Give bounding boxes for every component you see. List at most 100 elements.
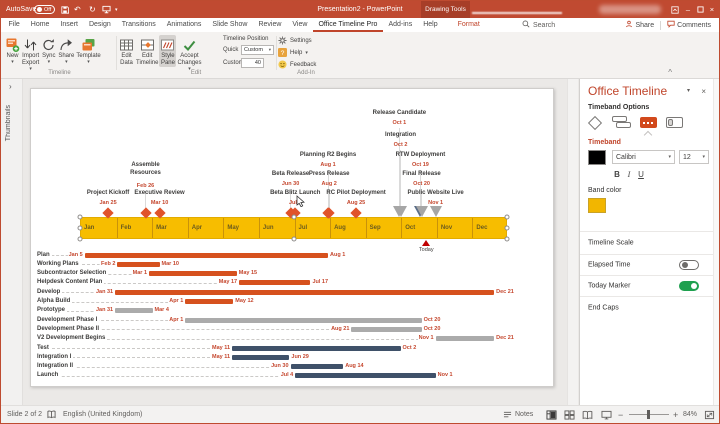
zoom-slider-thumb[interactable] [647,410,650,419]
task-label-working-plans[interactable]: Working Plans [37,260,81,268]
italic-button[interactable]: I [627,170,631,179]
milestone-date-beta-release[interactable]: Jun 30 [281,181,300,187]
edit-data-button[interactable]: Edit Data [118,35,135,67]
task-bar-helpdesk-content-plan[interactable] [239,280,311,286]
task-bar-test[interactable] [232,345,401,351]
task-bar-integration-i[interactable] [232,354,290,360]
fit-slide-button[interactable] [704,406,715,423]
save-icon[interactable] [61,1,69,18]
selection-handle[interactable] [291,214,296,220]
selection-handle[interactable] [291,236,296,242]
collapse-ribbon-icon[interactable]: ^ [668,68,672,77]
slide-vertical-scrollbar[interactable] [567,79,578,405]
milestone-shape-icon[interactable] [587,115,603,131]
milestone-label-assemble-resources[interactable]: Resources [130,169,161,176]
milestone-date-release-candidate[interactable]: Oct 1 [392,120,407,126]
accept-changes-button[interactable]: Accept Changes ▾ [176,35,202,72]
task-label-test[interactable]: Test [37,344,51,352]
tab-file[interactable]: File [8,21,20,28]
task-bar-alpha-build[interactable] [185,299,234,304]
milestone-label-planning-r2-begins[interactable]: Planning R2 Begins [299,152,357,158]
milestone-date-integration[interactable]: Oct 2 [393,142,408,148]
start-presentation-icon[interactable] [102,1,111,18]
custom-position-input[interactable]: 40 [241,58,264,68]
milestone-label-integration[interactable]: Integration [385,132,417,138]
elapsed-time-toggle[interactable] [679,260,699,270]
interval-shape-icon[interactable] [666,117,683,128]
task-label-subcontractor-selection[interactable]: Subcontractor Selection [37,270,109,278]
search-box[interactable]: Search [522,18,555,32]
thumbnails-pane-collapsed[interactable]: › Thumbnails [1,79,23,405]
task-bar-working-plans[interactable] [117,261,160,267]
tab-transitions[interactable]: Transitions [121,21,156,28]
customize-qat-icon[interactable]: ▾ [115,6,118,13]
share-button[interactable]: Share ▾ [57,35,75,65]
task-bar-prototype[interactable] [115,308,153,314]
bold-button[interactable]: B [614,170,620,179]
task-label-helpdesk-content-plan[interactable]: Helpdesk Content Plan [37,279,105,287]
style-pane-button[interactable]: Style Pane [159,35,177,67]
task-label-development-phase-i[interactable]: Development Phase I [37,316,100,324]
section-timeline-scale[interactable]: Timeline Scale [580,231,713,254]
milestone-date-rc-pilot-deployment[interactable]: Aug 25 [346,200,366,206]
zoom-level[interactable]: 84% [683,411,698,418]
pane-scrollbar[interactable] [713,79,719,405]
tab-view[interactable]: View [292,21,308,28]
minimize-button[interactable]: – [685,5,691,14]
tab-home[interactable]: Home [30,21,50,28]
zoom-in-button[interactable]: + [673,409,679,420]
task-bar-development-phase-ii[interactable] [351,326,422,332]
tab-help[interactable]: Help [423,21,438,28]
milestone-label-rtw-deployment[interactable]: RTW Deployment [395,152,446,158]
tab-office-timeline-pro[interactable]: Office Timeline Pro [313,18,383,32]
milestone-date-rtw-deployment[interactable]: Oct 19 [412,162,429,168]
close-button[interactable]: × [709,5,715,14]
milestone-date-executive-review[interactable]: Mar 10 [150,200,169,206]
selection-handle[interactable] [77,236,83,242]
task-bar-develop[interactable] [115,289,495,295]
slide-number-indicator[interactable]: Slide 2 of 2 [7,411,43,418]
milestone-date-project-kickoff[interactable]: Jan 25 [99,200,117,206]
milestone-label-executive-review[interactable]: Executive Review [134,190,185,196]
milestone-label-press-release[interactable]: Press Release [308,171,350,177]
tab-review[interactable]: Review [258,21,282,28]
selection-handle[interactable] [504,225,510,231]
milestone-date-final-release[interactable]: Oct 20 [413,181,431,187]
template-button[interactable]: Template ▾ [75,35,101,65]
import-export-button[interactable]: Import Export ▾ [21,35,40,72]
new-button[interactable]: New ▾ [4,35,21,65]
font-size-select[interactable]: 12 ▾ [679,150,709,164]
milestone-label-rc-pilot-deployment[interactable]: RC Pilot Deployment [326,190,386,196]
task-bar-subcontractor-selection[interactable] [149,271,237,277]
task-label-integration-i[interactable]: Integration I [37,353,74,361]
tab-design[interactable]: Design [88,21,111,28]
proofing-icon[interactable] [47,406,56,423]
language-indicator[interactable]: English (United Kingdom) [63,411,143,418]
expand-thumbnails-icon[interactable]: › [9,82,12,91]
milestone-date-beta-blitz-launch[interactable]: Jul 4 [288,200,302,206]
tab-add-ins[interactable]: Add-ins [388,21,413,28]
ribbon-display-options-icon[interactable] [669,1,681,18]
task-label-alpha-build[interactable]: Alpha Build [37,298,73,305]
milestone-label-public-website-live[interactable]: Public Website Live [407,190,464,196]
tab-insert[interactable]: Insert [60,21,78,28]
edit-timeline-button[interactable]: Edit Timeline [135,35,159,67]
settings-button[interactable]: Settings [278,35,334,47]
swimlane-shape-icon[interactable] [612,116,627,122]
comments-button[interactable]: Comments [661,18,717,32]
milestone-label-project-kickoff[interactable]: Project Kickoff [86,190,130,196]
font-name-select[interactable]: Calibri ▾ [612,150,675,164]
section-today-marker[interactable]: Today Marker [580,275,713,296]
tab-format[interactable]: Format [457,21,480,28]
slideshow-view-button[interactable] [601,406,612,423]
task-label-launch[interactable]: Launch [37,372,61,380]
selection-handle[interactable] [77,225,83,231]
tab-slide-show[interactable]: Slide Show [212,21,248,28]
milestone-label-assemble-resources[interactable]: Assemble [131,162,160,168]
selection-handle[interactable] [504,214,510,220]
timeband-shape-icon-selected[interactable] [640,117,657,128]
pane-close-icon[interactable]: × [701,87,706,96]
normal-view-button[interactable] [546,406,557,423]
milestone-marker-public-website-live[interactable] [429,206,442,217]
task-label-integration-ii[interactable]: Integration II [37,363,75,371]
